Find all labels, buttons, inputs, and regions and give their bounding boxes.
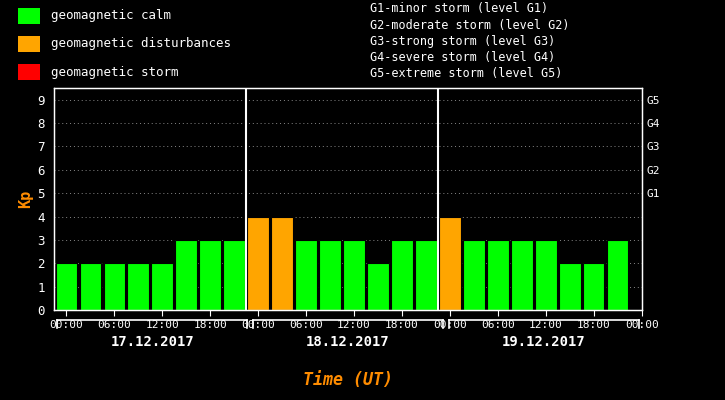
Text: geomagnetic calm: geomagnetic calm	[51, 9, 171, 22]
Bar	[367, 263, 389, 310]
Bar	[128, 263, 149, 310]
Text: G2-moderate storm (level G2): G2-moderate storm (level G2)	[370, 18, 569, 32]
Bar	[247, 216, 269, 310]
Bar	[511, 240, 533, 310]
Bar	[295, 240, 317, 310]
Bar	[271, 216, 293, 310]
Text: 18.12.2017: 18.12.2017	[306, 335, 390, 349]
Text: 19.12.2017: 19.12.2017	[502, 335, 586, 349]
Bar	[175, 240, 197, 310]
Bar	[199, 240, 221, 310]
Text: G5-extreme storm (level G5): G5-extreme storm (level G5)	[370, 68, 562, 80]
Text: G4-severe storm (level G4): G4-severe storm (level G4)	[370, 51, 555, 64]
Bar	[104, 263, 125, 310]
Bar	[392, 240, 413, 310]
Bar	[223, 240, 245, 310]
Bar	[152, 263, 173, 310]
Bar	[56, 263, 77, 310]
Text: G3-strong storm (level G3): G3-strong storm (level G3)	[370, 35, 555, 48]
Text: geomagnetic disturbances: geomagnetic disturbances	[51, 38, 231, 50]
Bar	[463, 240, 484, 310]
Bar	[80, 263, 101, 310]
Bar	[535, 240, 557, 310]
Text: geomagnetic storm: geomagnetic storm	[51, 66, 178, 79]
Text: 17.12.2017: 17.12.2017	[110, 335, 194, 349]
FancyBboxPatch shape	[18, 8, 40, 24]
Bar	[439, 216, 460, 310]
FancyBboxPatch shape	[18, 36, 40, 52]
Bar	[343, 240, 365, 310]
Text: G1-minor storm (level G1): G1-minor storm (level G1)	[370, 2, 548, 15]
Bar	[415, 240, 436, 310]
Bar	[583, 263, 605, 310]
Bar	[607, 240, 629, 310]
Bar	[487, 240, 509, 310]
Text: Time (UT): Time (UT)	[303, 371, 393, 389]
Y-axis label: Kp: Kp	[18, 190, 33, 208]
Bar	[559, 263, 581, 310]
Bar	[319, 240, 341, 310]
FancyBboxPatch shape	[18, 64, 40, 80]
